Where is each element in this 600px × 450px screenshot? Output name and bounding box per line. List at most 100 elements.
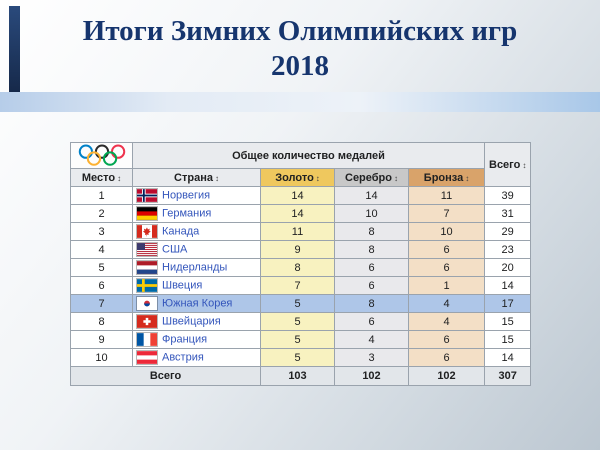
sort-icon: ↕: [465, 173, 470, 183]
silver-cell: 8: [334, 222, 409, 241]
group-header: Общее количество медалей: [132, 142, 485, 169]
table-row: 5 Нидерланды 8 6 6 20: [70, 258, 532, 277]
silver-cell: 8: [334, 240, 409, 259]
total-cell: 23: [483, 240, 532, 259]
country-cell: Швейцария: [132, 312, 261, 331]
country-link[interactable]: Швеция: [162, 279, 203, 292]
flag-sweden-icon: [137, 279, 157, 292]
column-header-silver[interactable]: Серебро ↕: [334, 168, 409, 187]
flag-germany-icon: [137, 207, 157, 220]
footer-grand-total: 307: [483, 366, 532, 386]
place-cell: 5: [70, 258, 133, 277]
gold-cell: 11: [260, 222, 335, 241]
medal-table-body: 1 Норвегия 14 14 11 39 2 Германия 14 10 …: [70, 186, 532, 367]
column-header-bronze[interactable]: Бронза ↕: [408, 168, 485, 187]
silver-cell: 6: [334, 312, 409, 331]
flag-south-korea-icon: [137, 297, 157, 310]
sort-icon: ↕: [394, 173, 398, 183]
bronze-cell: 1: [408, 276, 485, 295]
country-cell: Канада: [132, 222, 261, 241]
place-cell: 6: [70, 276, 133, 295]
flag-usa-icon: [137, 243, 157, 256]
sort-icon: ↕: [315, 173, 320, 183]
bronze-cell: 4: [408, 294, 485, 313]
bronze-cell: 6: [408, 240, 485, 259]
country-link[interactable]: Нидерланды: [162, 261, 228, 274]
gold-cell: 5: [260, 312, 335, 331]
country-link[interactable]: Швейцария: [162, 315, 221, 328]
table-row: 7 Южная Корея 5 8 4 17: [70, 294, 532, 313]
flag-netherlands-icon: [137, 261, 157, 274]
gold-cell: 7: [260, 276, 335, 295]
silver-cell: 4: [334, 330, 409, 349]
table-row: 9 Франция 5 4 6 15: [70, 330, 532, 349]
country-cell: Австрия: [132, 348, 261, 367]
gold-cell: 5: [260, 294, 335, 313]
place-cell: 8: [70, 312, 133, 331]
group-header-label: Общее количество медалей: [232, 149, 385, 162]
silver-cell: 14: [334, 186, 409, 205]
country-link[interactable]: Южная Корея: [162, 297, 233, 310]
sort-icon: ↕: [522, 160, 527, 170]
table-row: 6 Швеция 7 6 1 14: [70, 276, 532, 295]
country-cell: Франция: [132, 330, 261, 349]
slide-title: Итоги Зимних Олимпийских игр 2018: [0, 14, 600, 85]
place-cell: 10: [70, 348, 133, 367]
left-accent-bar: [9, 6, 20, 92]
table-footer-row: Всего 103 102 102 307: [70, 366, 532, 386]
footer-gold-total: 103: [260, 366, 335, 386]
country-cell: Норвегия: [132, 186, 261, 205]
country-link[interactable]: Франция: [162, 333, 208, 346]
sort-icon: ↕: [214, 173, 219, 183]
olympic-rings-cell: [70, 142, 133, 169]
table-row: 8 Швейцария 5 6 4 15: [70, 312, 532, 331]
flag-canada-icon: [137, 225, 157, 238]
total-cell: 14: [483, 276, 532, 295]
sort-icon: ↕: [117, 173, 122, 183]
column-header-gold[interactable]: Золото ↕: [260, 168, 335, 187]
total-cell: 29: [483, 222, 532, 241]
footer-silver-total: 102: [334, 366, 409, 386]
bronze-cell: 6: [408, 258, 485, 277]
place-cell: 1: [70, 186, 133, 205]
slide-title-line2: 2018: [271, 50, 329, 83]
total-cell: 39: [483, 186, 532, 205]
table-row: 1 Норвегия 14 14 11 39: [70, 186, 532, 205]
gold-cell: 5: [260, 348, 335, 367]
country-cell: США: [132, 240, 261, 259]
bronze-cell: 6: [408, 348, 485, 367]
column-header-place[interactable]: Место ↕: [70, 168, 133, 187]
total-cell: 15: [483, 312, 532, 331]
table-group-header-row: Общее количество медалей Всего ↕: [70, 142, 532, 187]
country-link[interactable]: Канада: [162, 225, 200, 238]
country-cell: Швеция: [132, 276, 261, 295]
bronze-cell: 7: [408, 204, 485, 223]
table-header-row: Место ↕ Страна ↕ Золото ↕ Серебро ↕ Бронза ↕: [70, 168, 531, 187]
footer-bronze-total: 102: [408, 366, 485, 386]
table-row: 4 США 9 8 6 23: [70, 240, 532, 259]
silver-cell: 3: [334, 348, 409, 367]
country-link[interactable]: Норвегия: [162, 189, 211, 202]
total-cell: 14: [483, 348, 532, 367]
total-cell: 17: [483, 294, 532, 313]
total-cell: 15: [483, 330, 532, 349]
place-cell: 7: [70, 294, 133, 313]
country-link[interactable]: США: [162, 243, 188, 256]
footer-label: Всего: [70, 366, 261, 386]
country-cell: Южная Корея: [132, 294, 261, 313]
column-header-total[interactable]: Всего ↕: [483, 142, 532, 187]
bronze-cell: 4: [408, 312, 485, 331]
bronze-cell: 6: [408, 330, 485, 349]
medal-table-grid: Общее количество медалей Всего ↕ Место ↕ С…: [70, 142, 532, 386]
flag-france-icon: [137, 333, 157, 346]
bronze-cell: 11: [408, 186, 485, 205]
gold-cell: 8: [260, 258, 335, 277]
gold-cell: 14: [260, 186, 335, 205]
country-link[interactable]: Австрия: [162, 351, 204, 364]
column-header-country[interactable]: Страна ↕: [132, 168, 261, 187]
gold-cell: 14: [260, 204, 335, 223]
place-cell: 9: [70, 330, 133, 349]
flag-switzerland-icon: [137, 315, 157, 328]
country-link[interactable]: Германия: [162, 207, 212, 220]
